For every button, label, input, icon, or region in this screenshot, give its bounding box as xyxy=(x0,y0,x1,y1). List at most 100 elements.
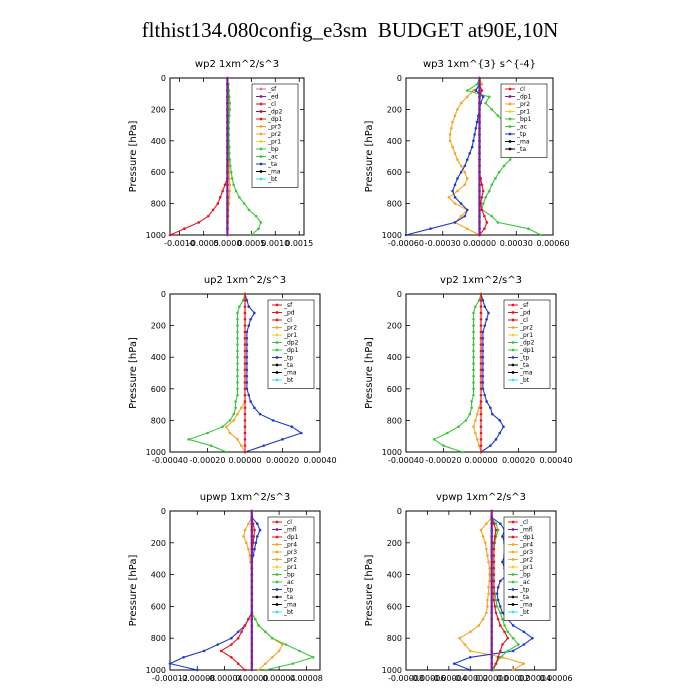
data-point xyxy=(226,76,229,80)
data-point xyxy=(250,560,254,564)
data-point xyxy=(494,611,498,615)
data-point xyxy=(472,368,475,372)
data-point xyxy=(456,108,459,111)
legend-label: _pr4 xyxy=(519,542,533,549)
legend-marker xyxy=(275,543,279,546)
data-point xyxy=(498,419,502,422)
data-point xyxy=(230,177,234,180)
legend-marker xyxy=(508,117,512,121)
data-point xyxy=(498,522,502,526)
data-point xyxy=(488,95,491,99)
data-point xyxy=(498,624,502,627)
data-point xyxy=(468,412,472,416)
data-point xyxy=(487,592,490,595)
legend-marker xyxy=(511,565,515,569)
data-point xyxy=(242,535,245,538)
data-point xyxy=(250,598,254,602)
data-point xyxy=(483,305,487,308)
legend: _cl_mfl_dp1_pr4_pr3_pr2_pr1_bp_ac_tp_ta_… xyxy=(503,516,551,621)
data-point xyxy=(468,152,472,155)
series-line xyxy=(405,78,484,236)
legend-marker xyxy=(508,132,512,136)
legend-label: _sf xyxy=(267,86,277,93)
data-point xyxy=(479,336,483,340)
legend-marker xyxy=(511,535,515,539)
series-purple xyxy=(226,76,229,237)
data-point xyxy=(243,292,247,296)
data-point xyxy=(472,425,475,429)
data-point xyxy=(479,528,483,532)
data-point xyxy=(478,133,481,136)
panel-title: up2 1xm^2/s^3 xyxy=(204,275,286,286)
data-point xyxy=(250,579,254,583)
data-point xyxy=(490,617,494,621)
series-orange xyxy=(224,292,247,454)
legend-label: _mfl xyxy=(519,527,533,534)
data-point xyxy=(508,158,512,161)
legend-marker xyxy=(511,333,515,337)
data-point xyxy=(456,189,459,193)
data-point xyxy=(490,592,494,595)
legend-label: _pr3 xyxy=(519,549,533,556)
data-point xyxy=(478,202,481,205)
data-point xyxy=(478,89,481,92)
legend-label: _bt xyxy=(283,609,294,616)
data-point xyxy=(236,662,240,665)
legend-marker xyxy=(259,170,263,173)
data-point xyxy=(245,336,249,340)
data-point xyxy=(252,535,256,538)
data-point xyxy=(490,183,494,187)
data-point xyxy=(226,221,229,224)
data-point xyxy=(226,170,229,174)
data-point xyxy=(478,114,481,117)
y-axis-label: Pressure [hPa] xyxy=(128,555,139,627)
data-point xyxy=(250,573,254,576)
data-point xyxy=(226,202,229,205)
y-tick-label: 1000 xyxy=(146,448,166,457)
legend-box xyxy=(503,516,551,621)
x-tick-label: 0.00000 xyxy=(235,674,268,683)
legend-label: _ac xyxy=(516,124,527,131)
data-point xyxy=(228,177,231,180)
series-line xyxy=(168,511,261,671)
data-point xyxy=(480,208,484,212)
y-tick-label: 400 xyxy=(387,353,402,362)
data-point xyxy=(432,438,436,441)
data-point xyxy=(236,636,240,640)
data-point xyxy=(226,183,229,187)
data-point xyxy=(498,611,502,615)
data-point xyxy=(478,145,481,149)
legend-label: _ma xyxy=(516,139,530,146)
data-point xyxy=(479,393,483,397)
data-point xyxy=(236,438,239,441)
data-point xyxy=(478,108,481,111)
data-point xyxy=(236,362,239,365)
y-axis-label: Pressure [hPa] xyxy=(364,555,375,627)
data-point xyxy=(277,649,281,653)
data-point xyxy=(250,541,254,545)
data-point xyxy=(236,387,239,391)
data-point xyxy=(183,227,186,231)
series-blue xyxy=(479,292,505,454)
y-tick-label: 600 xyxy=(387,385,402,394)
legend-marker xyxy=(511,363,515,367)
data-point xyxy=(245,343,249,346)
data-point xyxy=(234,406,237,410)
y-tick-label: 600 xyxy=(387,602,402,611)
x-tick-label: 0.00000 xyxy=(475,674,508,683)
y-tick-label: 1000 xyxy=(382,231,402,240)
series-blue xyxy=(404,76,485,237)
data-point xyxy=(253,547,256,551)
legend-label: _dp2 xyxy=(267,109,283,116)
data-point xyxy=(255,535,259,538)
data-point xyxy=(228,152,231,155)
data-point xyxy=(253,617,257,621)
data-point xyxy=(477,406,481,410)
data-point xyxy=(480,82,484,86)
x-tick-label: -0.00006 xyxy=(409,674,445,683)
data-point xyxy=(226,164,229,168)
data-point xyxy=(264,668,267,672)
data-point xyxy=(478,170,481,174)
data-point xyxy=(483,214,486,218)
